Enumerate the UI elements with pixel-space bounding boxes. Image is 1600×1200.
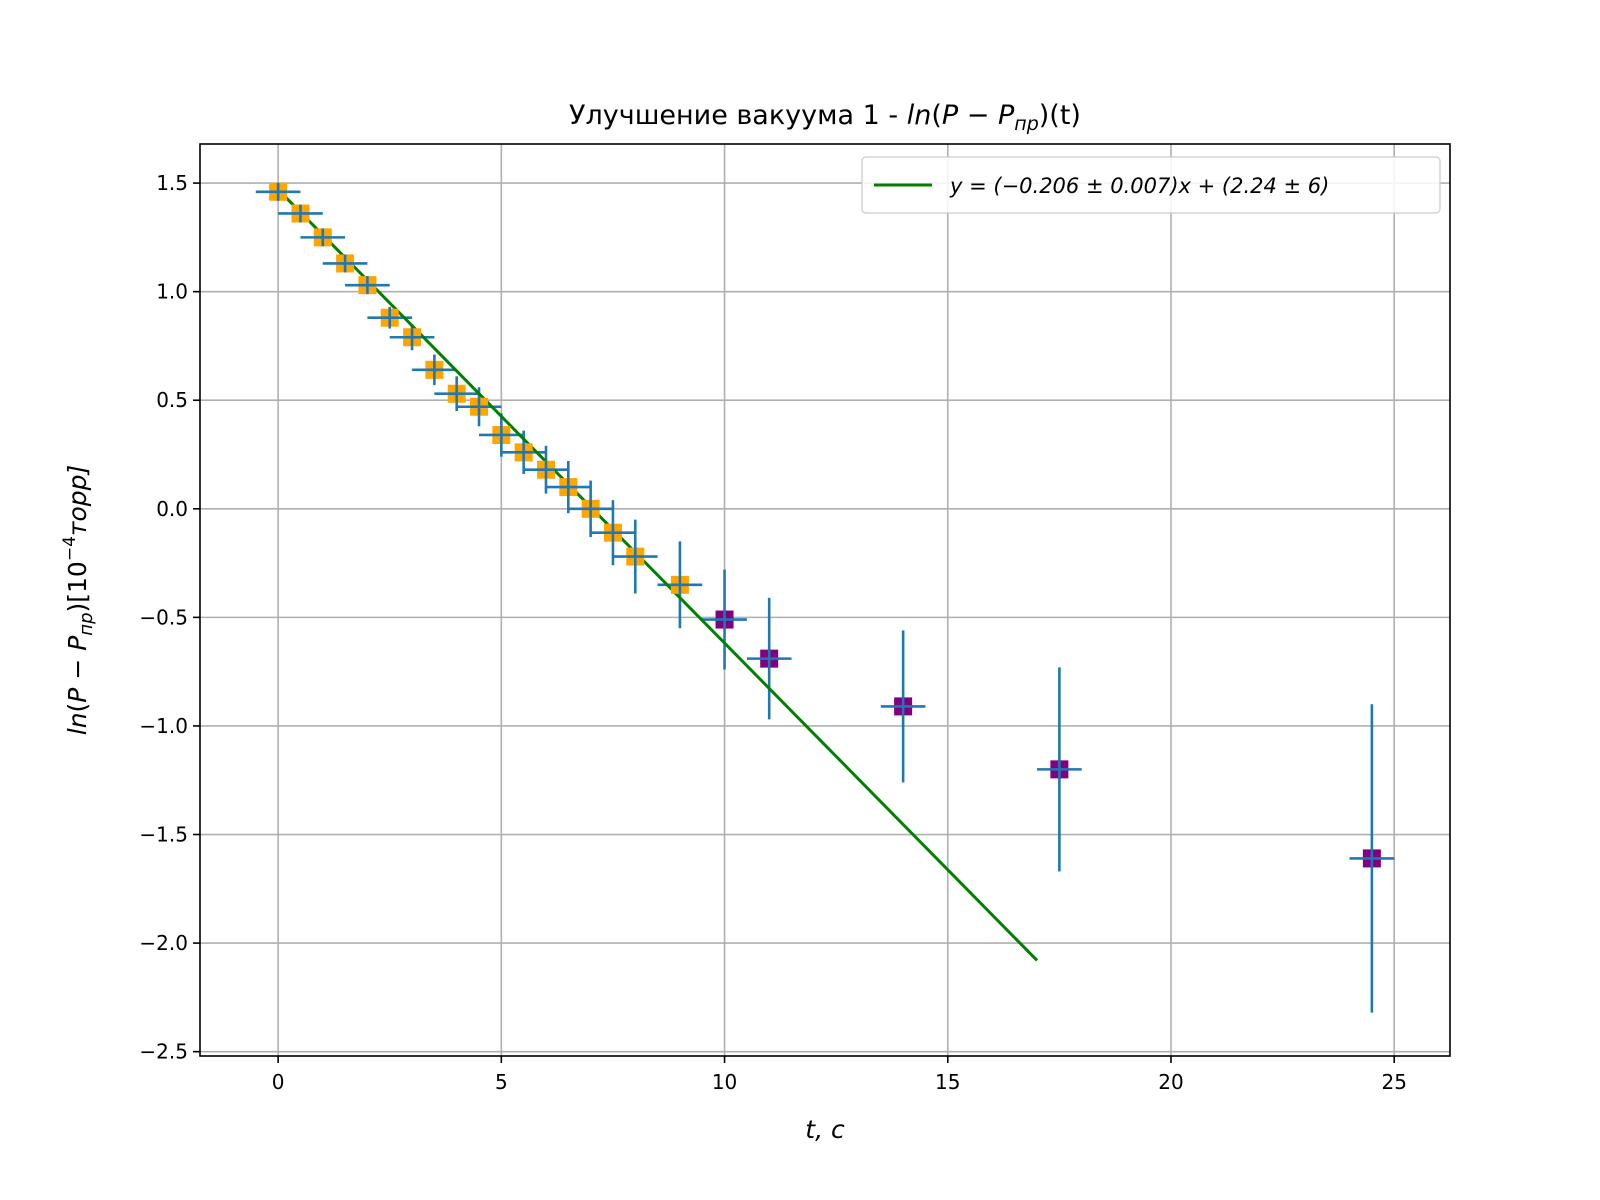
plot-frame (199, 143, 1451, 1057)
y-tick-label: 0.5 (156, 388, 188, 412)
x-tick-label: 25 (1381, 1070, 1406, 1094)
legend-box (861, 156, 1441, 214)
y-tick-label: 0.0 (156, 497, 188, 521)
y-axis-ticks: 1.5 1.0 0.5 0.0 −0.5 −1.0 −1.5 −2.0 −2.5 (139, 171, 200, 1064)
y-tick-label: −2.0 (139, 931, 188, 955)
x-tick-label: 10 (712, 1070, 737, 1094)
data-markers (269, 182, 1381, 868)
y-tick-label: −1.0 (139, 714, 188, 738)
chart-title: Улучшение вакуума 1 - ln(P − Pпр)(t) (569, 100, 1081, 135)
y-tick-label: 1.0 (156, 280, 188, 304)
legend: y = (−0.206 ± 0.007)x + (2.24 ± 6) (861, 156, 1441, 214)
x-axis-label: t, c (805, 1115, 845, 1144)
y-tick-label: −2.5 (139, 1040, 188, 1064)
y-tick-label: 1.5 (156, 171, 188, 195)
x-tick-label: 15 (935, 1070, 960, 1094)
x-axis-ticks: 0 5 10 15 20 25 (272, 1056, 1407, 1094)
grid (200, 144, 1450, 1056)
x-tick-label: 5 (495, 1070, 508, 1094)
y-axis-label: ln(P − Pпр)[10−4торр] (60, 465, 97, 736)
x-tick-label: 20 (1158, 1070, 1183, 1094)
legend-fit-label: y = (−0.206 ± 0.007)x + (2.24 ± 6) (949, 174, 1329, 198)
fit-line-group (277, 188, 1039, 962)
y-tick-label: −0.5 (139, 605, 188, 629)
y-tick-label: −1.5 (139, 823, 188, 847)
x-tick-label: 0 (272, 1070, 285, 1094)
fit-line (277, 188, 1039, 962)
